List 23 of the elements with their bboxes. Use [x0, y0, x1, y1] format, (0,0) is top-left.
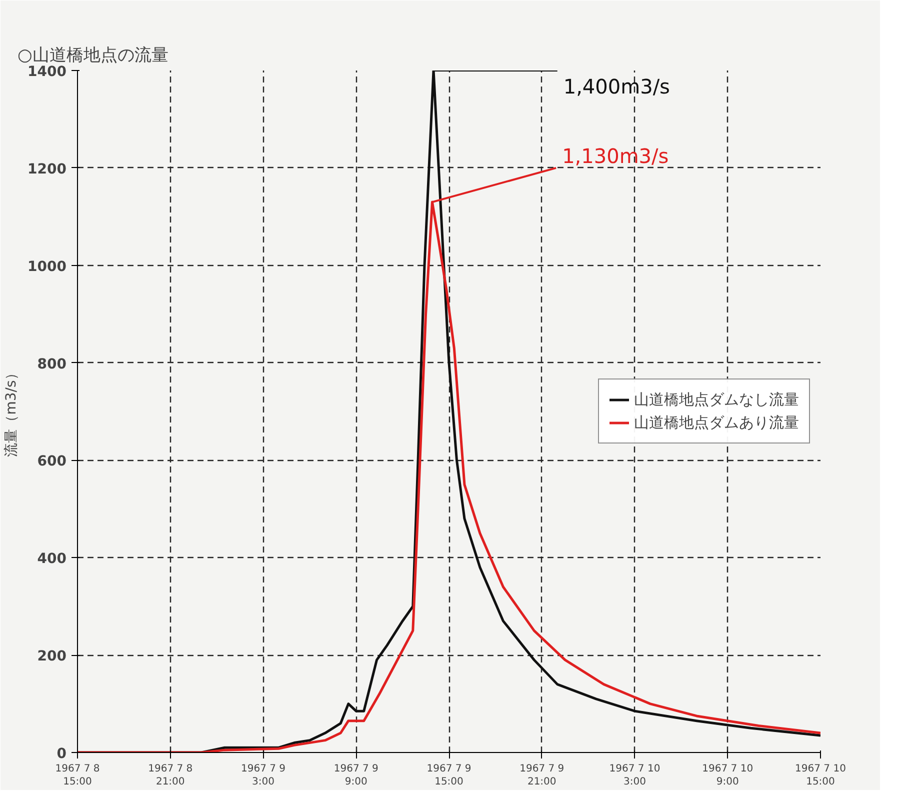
x-tick-label: 1967 7 10 9:00 — [702, 764, 754, 788]
y-tick-label: 200 — [37, 648, 67, 665]
y-tick-label: 0 — [56, 746, 67, 762]
annotation: 1,400m3/s — [563, 74, 670, 98]
x-tick-label: 1967 7 9 21:00 — [520, 764, 564, 788]
y-tick-label: 400 — [37, 551, 67, 568]
y-tick-label: 1400 — [28, 64, 67, 80]
chart-title: ○山道橋地点の流量 — [18, 46, 168, 66]
x-tick-label: 1967 7 8 15:00 — [55, 764, 100, 788]
y-axis-title: 流量（m3/s） — [4, 366, 20, 457]
y-tick-label: 1200 — [28, 161, 67, 178]
x-tick-label: 1967 7 9 15:00 — [426, 764, 472, 788]
x-tick-label: 1967 7 9 3:00 — [240, 764, 286, 788]
y-tick-label: 800 — [37, 356, 67, 372]
y-tick-label: 600 — [37, 454, 67, 470]
annotation: 1,130m3/s — [562, 144, 669, 168]
x-tick-label: 1967 7 9 9:00 — [334, 764, 378, 788]
x-tick-label: 1967 7 10 3:00 — [609, 764, 660, 788]
x-tick-label: 1967 7 8 21:00 — [148, 764, 193, 788]
y-tick-label: 1000 — [28, 258, 67, 275]
legend-label: 山道橋地点ダムなし流量 — [634, 390, 799, 409]
legend-label: 山道橋地点ダムあり流量 — [634, 413, 799, 432]
x-tick-label: 1967 7 10 15:00 — [795, 764, 846, 788]
